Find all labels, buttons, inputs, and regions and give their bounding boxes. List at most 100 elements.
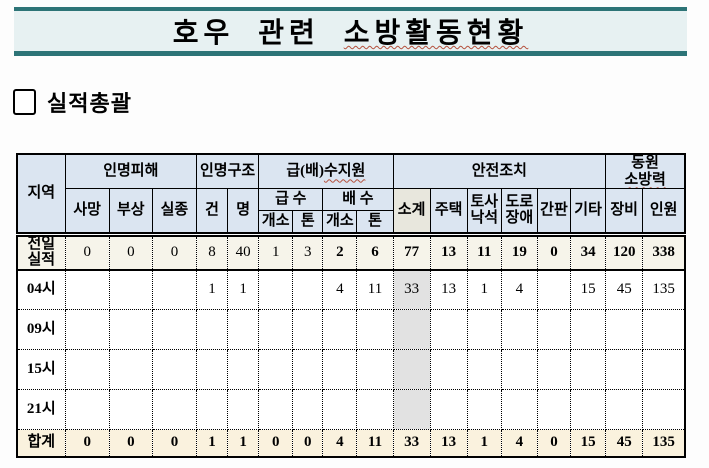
cell (466, 309, 502, 350)
cell (536, 389, 572, 430)
cell (108, 389, 153, 430)
section-title: 실적총괄 (47, 91, 132, 116)
cell: 11 (356, 429, 394, 458)
cell: 135 (642, 429, 686, 458)
col-header-missing: 실종 (151, 188, 198, 237)
cell: 135 (642, 269, 686, 310)
activity-summary-table: 지역 인명피해 인명구조 급(배)수지원 안전조치 동원 소방력 사망 부상 실종… (16, 153, 686, 458)
cell-subtotal (392, 389, 431, 430)
cell (292, 269, 324, 310)
cell (151, 389, 198, 430)
cell (322, 349, 358, 390)
cell-subtotal (392, 349, 431, 390)
cell (500, 389, 538, 430)
col-header-personnel: 인원 (642, 188, 686, 237)
cell (258, 349, 294, 390)
cell: 4 (500, 429, 538, 458)
col-header-supply-tons: 톤 (292, 210, 324, 237)
group-header-mobilized: 동원 소방력 (605, 153, 686, 189)
cell (642, 389, 686, 430)
cell: 4 (322, 269, 358, 310)
title-banner: 호우 관련 소방활동현황 (14, 7, 687, 56)
cell (605, 309, 644, 350)
col-header-drain-spots: 개소 (322, 210, 358, 237)
cell: 15 (569, 429, 607, 458)
mobilized-line1: 동원 (631, 155, 659, 171)
cell: 0 (151, 234, 198, 271)
cell: 34 (569, 234, 607, 271)
col-header-drain-tons: 톤 (356, 210, 394, 237)
cell: 0 (151, 429, 198, 458)
group-header-safety: 안전조치 (392, 153, 607, 189)
col-header-road-obstruction: 도로 장애 (500, 188, 538, 237)
mobilized-line2: 소방력 (624, 171, 666, 188)
cell (151, 349, 198, 390)
cell (500, 349, 538, 390)
cell (195, 309, 229, 350)
cell (64, 269, 110, 310)
cell: 15 (569, 269, 607, 310)
cell: 1 (466, 269, 502, 310)
cell (429, 309, 468, 350)
cell: 0 (64, 234, 110, 271)
cell: 11 (466, 234, 502, 271)
cell (258, 389, 294, 430)
table-row-prev-day: 전일 실적 0 0 0 8 40 1 3 2 6 77 13 11 19 0 3… (16, 234, 686, 271)
cell: 11 (356, 269, 394, 310)
cell (151, 269, 198, 310)
water-prefix: 급(배) (286, 163, 324, 180)
cell (292, 349, 324, 390)
cell (292, 309, 324, 350)
col-header-equipment: 장비 (605, 188, 644, 237)
col-header-sign: 간판 (536, 188, 572, 237)
cell (64, 389, 110, 430)
cell: 0 (64, 429, 110, 458)
section-heading: 실적총괄 (13, 86, 709, 118)
col-header-supply: 급 수 (258, 188, 324, 211)
cell-subtotal (392, 309, 431, 350)
group-header-casualty: 인명피해 (64, 153, 198, 189)
cell (322, 309, 358, 350)
col-header-death: 사망 (64, 188, 110, 237)
cell (227, 349, 260, 390)
cell: 45 (605, 429, 644, 458)
cell (536, 269, 572, 310)
cell: 4 (322, 429, 358, 458)
cell: 13 (429, 429, 468, 458)
cell (195, 389, 229, 430)
page-title: 호우 관련 소방활동현황 (173, 11, 529, 51)
cell (227, 309, 260, 350)
cell: 0 (108, 234, 153, 271)
group-header-rescue: 인명구조 (195, 153, 260, 189)
cell: 338 (642, 234, 686, 271)
cell (536, 349, 572, 390)
table-row-04h: 04시 1 1 4 11 33 13 1 4 15 45 135 (16, 269, 686, 310)
cell (605, 389, 644, 430)
cell (258, 269, 294, 310)
col-header-injury: 부상 (108, 188, 153, 237)
cell: 77 (392, 234, 431, 271)
group-header-water: 급(배)수지원 (258, 153, 394, 189)
row-label: 15시 (16, 349, 66, 390)
cell-subtotal: 33 (392, 429, 431, 458)
cell: 3 (292, 234, 324, 271)
cell: 1 (195, 269, 229, 310)
cell (466, 349, 502, 390)
col-header-soil-rockfall: 토사 낙석 (466, 188, 502, 237)
cell: 40 (227, 234, 260, 271)
cell (258, 309, 294, 350)
cell: 1 (258, 234, 294, 271)
cell (569, 389, 607, 430)
cell: 13 (429, 234, 468, 271)
cell (227, 389, 260, 430)
cell (536, 309, 572, 350)
cell: 120 (605, 234, 644, 271)
cell (569, 349, 607, 390)
cell: 45 (605, 269, 644, 310)
cell (642, 349, 686, 390)
cell: 0 (536, 234, 572, 271)
col-header-cases: 건 (195, 188, 229, 237)
cell: 4 (500, 269, 538, 310)
cell: 0 (108, 429, 153, 458)
table-row-09h: 09시 (16, 309, 686, 350)
